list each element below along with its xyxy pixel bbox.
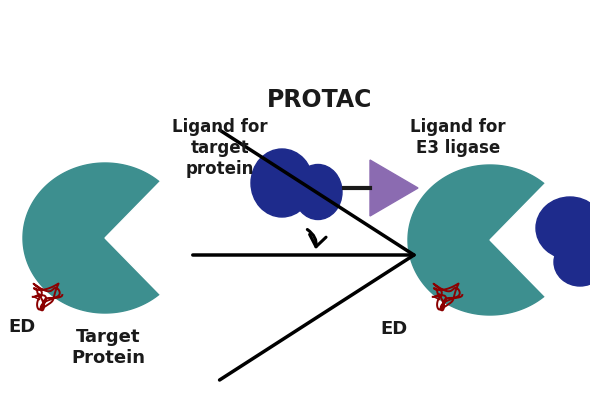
- Text: Ligand for
E3 ligase: Ligand for E3 ligase: [410, 118, 506, 157]
- FancyArrowPatch shape: [307, 230, 326, 247]
- Polygon shape: [23, 163, 187, 313]
- Text: ED: ED: [380, 320, 407, 338]
- Polygon shape: [105, 178, 192, 298]
- Polygon shape: [370, 160, 418, 216]
- Text: PROTAC: PROTAC: [267, 88, 373, 112]
- Ellipse shape: [251, 149, 313, 217]
- Text: Target
Protein: Target Protein: [71, 328, 145, 367]
- Ellipse shape: [536, 197, 590, 259]
- Ellipse shape: [294, 164, 342, 220]
- Text: ED: ED: [8, 318, 35, 336]
- Polygon shape: [490, 180, 577, 300]
- Ellipse shape: [554, 238, 590, 286]
- Text: Ligand for
target
protein: Ligand for target protein: [172, 118, 268, 178]
- Polygon shape: [408, 165, 572, 315]
